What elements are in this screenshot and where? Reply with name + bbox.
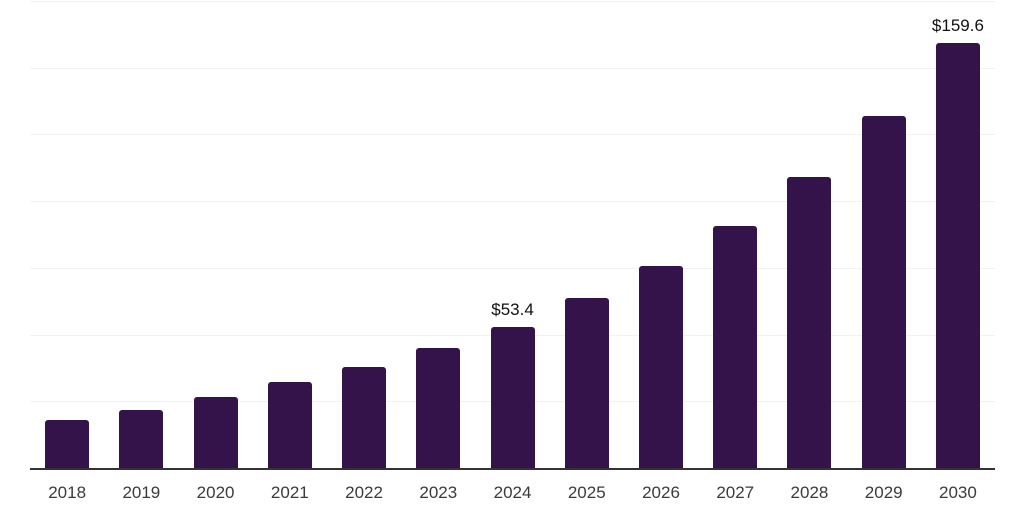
bar-2029 [861,115,906,469]
x-tick-2021: 2021 [270,483,309,502]
bar-2022 [342,367,387,469]
x-tick-2020: 2020 [196,483,235,502]
gridline-100 [30,201,995,203]
bar-column-2022 [327,2,401,469]
x-tick-2023: 2023 [419,483,458,502]
bar-2026 [638,266,683,469]
bar-2020 [193,397,238,469]
bar-column-2030: $159.6 [921,2,995,469]
bar-value-label-2024: $53.4 [491,299,534,319]
bar-column-2021 [253,2,327,469]
bar-2021 [267,382,312,469]
bar-2028 [787,176,832,469]
bar-column-2019 [104,2,178,469]
x-tick-2030: 2030 [939,483,977,502]
x-tick-2022: 2022 [345,483,383,502]
bar-2025 [564,298,609,469]
x-tick-2024: 2024 [493,483,532,502]
x-tick-2019: 2019 [122,483,161,502]
x-axis-labels: 2018 2019 2020 2021 2022 2023 2024 2025 2026 2027… [30,483,995,503]
gridline-150 [30,67,995,69]
bar-column-2025 [550,2,624,469]
bar-column-2028 [772,2,846,469]
x-tick-2028: 2028 [790,483,829,502]
bar-column-2018 [30,2,104,469]
plot-area: $53.4 $159.6 [30,1,995,470]
gridline-175 [30,1,995,2]
x-tick-2029: 2029 [864,483,903,502]
gridline-75 [30,267,995,269]
bar-2027 [713,226,758,469]
bar-column-2024: $53.4 [475,2,549,469]
bar-2019 [119,410,164,469]
bar-2023 [416,348,461,469]
bar-column-2026 [624,2,698,469]
bar-column-2027 [698,2,772,469]
x-tick-2026: 2026 [642,483,680,502]
bar-column-2023 [401,2,475,469]
x-tick-2018: 2018 [48,483,87,502]
bar-2018 [45,420,90,469]
bar-column-2020 [178,2,252,469]
x-tick-2027: 2027 [716,483,755,502]
bar-column-2029 [847,2,921,469]
x-axis-line [30,468,995,470]
bars: $53.4 $159.6 [30,2,995,469]
x-tick-2025: 2025 [567,483,606,502]
bar-value-label-2030: $159.6 [931,16,984,36]
bar-2030 [935,43,980,469]
bar-2024 [490,326,535,469]
gridline-125 [30,134,995,136]
